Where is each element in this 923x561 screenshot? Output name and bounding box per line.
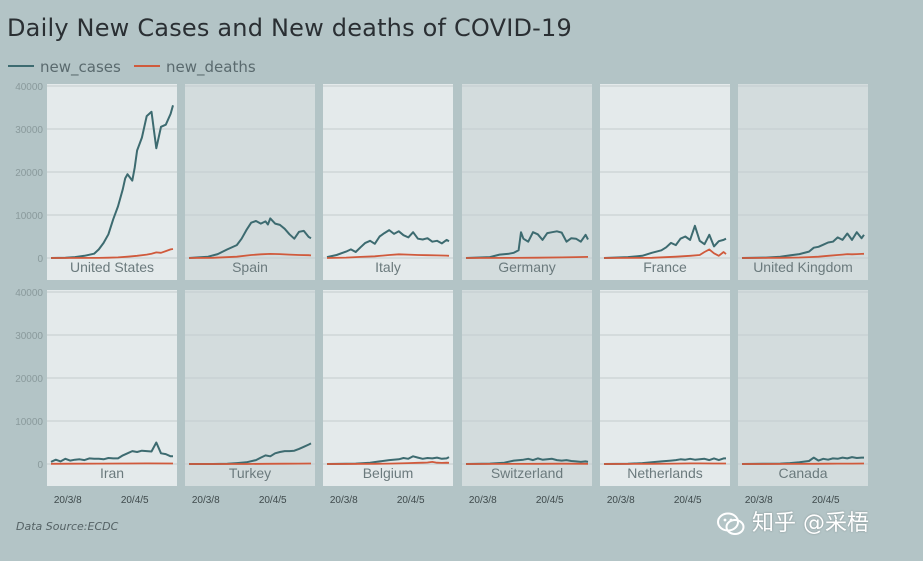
- series-spain-new-cases: [188, 217, 312, 259]
- series-turkey-new-deaths: [189, 462, 312, 465]
- panel-germany: [462, 84, 592, 280]
- series-belgium-new-deaths: [326, 460, 450, 465]
- y-tick-label: 20000: [15, 168, 43, 179]
- panel-turkey: [185, 290, 315, 486]
- y-tick-label: 40000: [15, 82, 43, 93]
- series-belgium-new-cases: [326, 455, 450, 465]
- y-tick-label: 10000: [15, 417, 43, 428]
- legend-item-new-cases: new_cases: [8, 58, 121, 76]
- panel-canada: [738, 290, 868, 486]
- panel-label-netherlands: Netherlands: [627, 465, 703, 481]
- x-tick-label: 20/4/5: [121, 495, 149, 506]
- legend-label-new-cases: new_cases: [40, 58, 121, 76]
- y-tick-label: 30000: [15, 125, 43, 136]
- panel-label-iran: Iran: [100, 465, 124, 481]
- x-tick-label: 20/3/8: [469, 495, 497, 506]
- x-tick-label: 20/3/8: [607, 495, 635, 506]
- x-tick-label: 20/3/8: [330, 495, 358, 506]
- series-france-new-deaths: [603, 248, 727, 259]
- legend-swatch-new-deaths: [134, 64, 160, 67]
- y-tick-label: 40000: [15, 288, 43, 299]
- panel-switzerland: [462, 290, 592, 486]
- panel-label-belgium: Belgium: [363, 465, 414, 481]
- data-source-note: Data Source:ECDC: [16, 520, 119, 533]
- x-tick-label: 20/4/5: [674, 495, 702, 506]
- series-united-states-new-deaths: [50, 248, 174, 259]
- series-france-new-cases: [603, 224, 727, 259]
- series-italy-new-deaths: [326, 253, 450, 259]
- panel-label-switzerland: Switzerland: [491, 465, 563, 481]
- series-united-states-new-cases: [50, 105, 174, 259]
- x-tick-label: 20/4/5: [812, 495, 840, 506]
- panel-united-states: [47, 84, 177, 280]
- panel-label-united-kingdom: United Kingdom: [753, 259, 853, 275]
- series-germany-new-deaths: [465, 256, 589, 259]
- series-united-kingdom-new-deaths: [741, 252, 865, 259]
- panel-italy: [323, 84, 453, 280]
- x-tick-label: 20/3/8: [192, 495, 220, 506]
- series-canada-new-deaths: [741, 462, 865, 465]
- series-united-kingdom-new-cases: [741, 231, 865, 259]
- panel-label-italy: Italy: [375, 259, 401, 275]
- panel-label-spain: Spain: [232, 259, 268, 275]
- series-germany-new-cases: [465, 230, 589, 259]
- panel-belgium: [323, 290, 453, 486]
- x-tick-label: 20/3/8: [745, 495, 773, 506]
- panel-label-united-states: United States: [70, 259, 154, 275]
- y-tick-label: 20000: [15, 374, 43, 385]
- series-netherlands-new-cases: [603, 457, 726, 465]
- panel-netherlands: [600, 290, 730, 486]
- watermark: 知乎 @采梧: [716, 505, 869, 537]
- x-tick-label: 20/3/8: [54, 495, 82, 506]
- series-netherlands-new-deaths: [603, 462, 726, 465]
- panel-label-canada: Canada: [778, 465, 827, 481]
- x-tick-label: 20/4/5: [536, 495, 564, 506]
- legend-label-new-deaths: new_deaths: [166, 58, 256, 76]
- series-iran-new-cases: [50, 441, 173, 463]
- series-spain-new-deaths: [188, 252, 312, 259]
- panel-label-france: France: [643, 259, 687, 275]
- panel-spain: [185, 84, 315, 280]
- legend-item-new-deaths: new_deaths: [134, 58, 256, 76]
- y-tick-label: 30000: [15, 331, 43, 342]
- panel-label-turkey: Turkey: [229, 465, 271, 481]
- panel-label-germany: Germany: [498, 259, 556, 275]
- wechat-logo-icon: [717, 512, 745, 535]
- series-canada-new-cases: [741, 456, 864, 465]
- panel-iran: [47, 290, 177, 486]
- panel-united-kingdom: [738, 84, 868, 280]
- series-italy-new-cases: [326, 229, 450, 259]
- y-tick-label: 0: [37, 254, 43, 265]
- chart-title: Daily New Cases and New deaths of COVID-…: [7, 14, 572, 42]
- series-switzerland-new-cases: [465, 457, 589, 465]
- x-tick-label: 20/4/5: [397, 495, 425, 506]
- y-tick-label: 10000: [15, 211, 43, 222]
- watermark-text: 知乎 @采梧: [752, 511, 869, 536]
- x-tick-label: 20/4/5: [259, 495, 287, 506]
- y-tick-label: 0: [37, 460, 43, 471]
- legend-swatch-new-cases: [8, 64, 34, 67]
